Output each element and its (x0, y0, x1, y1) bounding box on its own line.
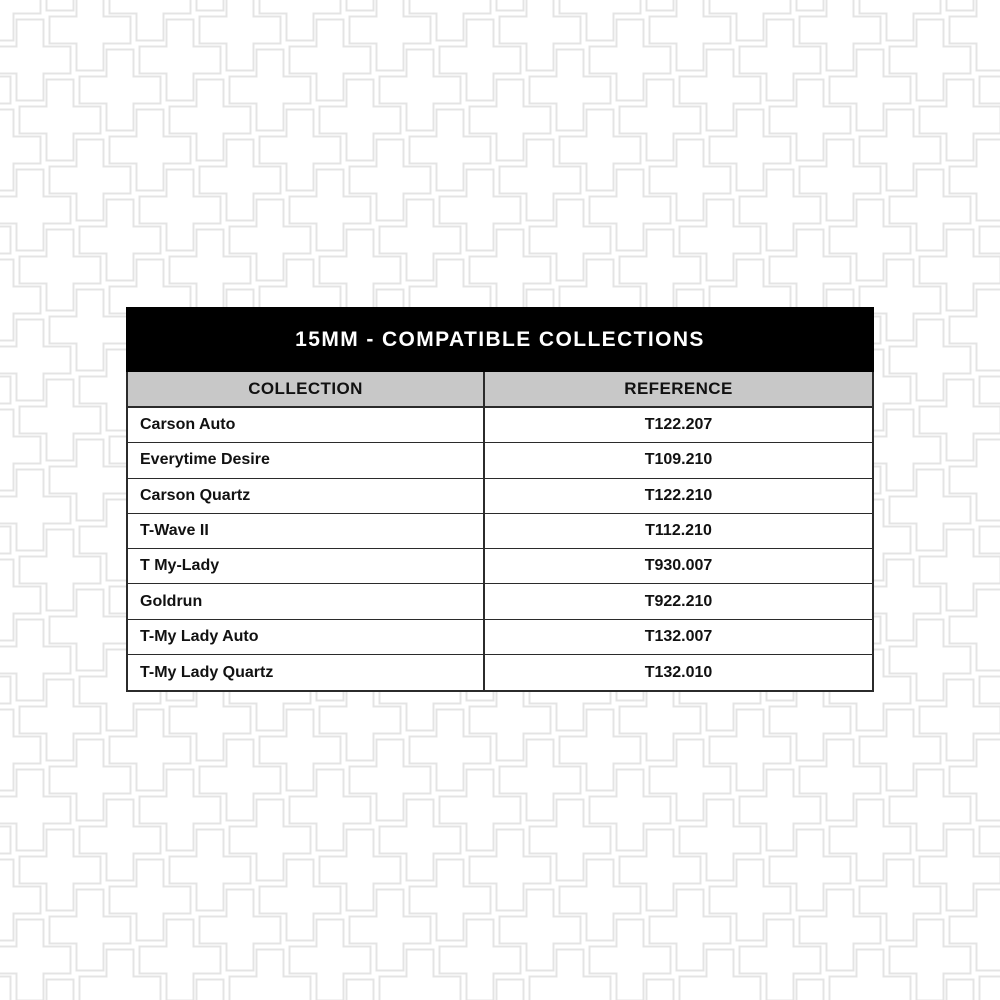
column-header-collection: COLLECTION (128, 372, 485, 408)
collection-cell: Goldrun (128, 584, 485, 620)
reference-cell: T122.210 (485, 478, 872, 514)
reference-cell: T132.007 (485, 619, 872, 656)
table-title: 15MM - COMPATIBLE COLLECTIONS (126, 307, 874, 372)
reference-cell: T112.210 (485, 513, 872, 550)
collection-cell: T-My Lady Auto (128, 619, 485, 656)
reference-cell: T109.210 (485, 443, 872, 479)
collection-cell: Everytime Desire (128, 443, 485, 479)
collection-cell: Carson Auto (128, 408, 485, 444)
compatibility-table: 15MM - COMPATIBLE COLLECTIONS COLLECTION… (126, 307, 874, 693)
column-header-reference: REFERENCE (485, 372, 872, 408)
collection-cell: T-Wave II (128, 513, 485, 550)
collection-cell: Carson Quartz (128, 478, 485, 514)
reference-cell: T122.207 (485, 408, 872, 444)
reference-cell: T922.210 (485, 584, 872, 620)
collection-cell: T-My Lady Quartz (128, 655, 485, 691)
collection-cell: T My-Lady (128, 549, 485, 585)
table-grid: COLLECTION REFERENCE Carson Auto T122.20… (126, 372, 874, 693)
reference-cell: T132.010 (485, 655, 872, 691)
reference-cell: T930.007 (485, 549, 872, 585)
